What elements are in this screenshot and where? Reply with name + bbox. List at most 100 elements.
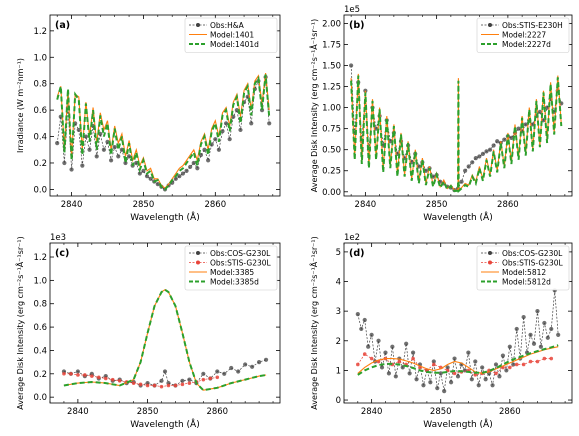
legend-label: Obs:STIS-G230L xyxy=(502,259,564,268)
data-point xyxy=(421,383,426,388)
legend-label: Obs:STIS-E230H xyxy=(502,21,563,30)
legend-marker xyxy=(488,251,492,255)
data-point xyxy=(521,314,526,320)
x-tick-label: 2840 xyxy=(67,407,89,417)
data-point xyxy=(141,168,146,173)
data-point xyxy=(490,383,495,388)
legend-label: Obs:H&A xyxy=(210,21,245,30)
data-point xyxy=(349,63,354,68)
data-point xyxy=(187,381,192,385)
legend-label: Model:2227 xyxy=(502,31,546,40)
y-tick-label: 0.2 xyxy=(33,370,47,380)
x-axis-label: Wavelength (Å) xyxy=(130,211,199,223)
plot-area xyxy=(355,288,561,394)
y-tick-label: 3 xyxy=(336,307,341,317)
data-point xyxy=(201,371,206,376)
legend-marker xyxy=(196,260,200,265)
data-point xyxy=(463,168,468,173)
data-point xyxy=(103,376,108,381)
legend: Obs:COS-G230LObs:STIS-G230LModel:5812Mod… xyxy=(476,245,570,291)
x-tick-label: 2850 xyxy=(133,200,155,210)
legend-label: Model:1401d xyxy=(210,40,259,49)
data-point xyxy=(83,134,89,139)
data-point xyxy=(220,129,225,134)
data-point xyxy=(177,174,182,179)
data-point xyxy=(159,378,164,383)
panel-a: 2840 2850 2860 0.0 0.2 0.4 0.6 0.8 1.0 1.2 Wavelen… xyxy=(16,14,281,223)
data-point xyxy=(516,126,521,131)
data-point xyxy=(473,156,478,161)
data-point xyxy=(256,360,262,365)
data-point xyxy=(184,168,189,173)
data-point xyxy=(404,341,409,346)
y-tick-label: 0.25 xyxy=(322,167,341,177)
data-point xyxy=(452,356,457,361)
data-point xyxy=(386,371,392,376)
data-point xyxy=(531,341,537,346)
data-point xyxy=(428,380,433,385)
axes-frame xyxy=(343,14,573,197)
data-point xyxy=(215,375,220,380)
legend-marker xyxy=(196,23,200,27)
data-point xyxy=(249,121,254,126)
y-tick-label: 0.0 xyxy=(33,393,47,403)
x-tick-label: 2860 xyxy=(204,200,226,210)
x-tick-label: 2850 xyxy=(137,407,159,417)
data-point xyxy=(432,362,436,367)
series-line xyxy=(63,288,267,392)
y-axis-label: Average Disk Intensity (erg cm⁻²s⁻¹Å⁻¹sr… xyxy=(308,236,319,409)
data-point xyxy=(69,167,74,172)
data-point xyxy=(69,372,73,376)
data-point xyxy=(180,378,185,383)
data-point xyxy=(535,359,540,364)
series-line xyxy=(357,346,559,374)
data-point xyxy=(549,326,554,332)
panel-label: (c) xyxy=(55,248,69,259)
data-point xyxy=(162,369,168,374)
data-point xyxy=(131,381,136,385)
y-tick-label: 1.2 xyxy=(33,27,47,37)
scale-note: 1e3 xyxy=(50,233,66,243)
data-point xyxy=(537,109,543,114)
y-tick-label: 0.4 xyxy=(33,133,47,143)
x-tick-label: 2860 xyxy=(499,407,521,417)
data-point xyxy=(356,362,360,367)
data-point xyxy=(407,371,412,376)
x-tick-label: 2840 xyxy=(361,407,383,417)
data-point xyxy=(470,160,475,165)
legend-marker xyxy=(488,260,492,265)
data-point xyxy=(514,362,519,367)
data-point xyxy=(155,182,160,187)
data-point xyxy=(435,386,440,391)
data-point xyxy=(462,368,468,373)
data-point xyxy=(75,369,80,374)
y-tick-label: 0.4 xyxy=(33,346,47,356)
data-point xyxy=(180,382,185,387)
series-line xyxy=(357,290,559,392)
data-point xyxy=(383,350,388,355)
data-point xyxy=(83,373,87,377)
legend-box xyxy=(184,17,278,53)
data-point xyxy=(469,377,474,382)
data-point xyxy=(480,151,486,157)
data-point xyxy=(152,383,157,388)
plot-area xyxy=(349,63,564,194)
scale-note: 1e2 xyxy=(344,233,360,243)
panel-label: (a) xyxy=(55,20,70,31)
data-point xyxy=(243,362,248,367)
data-point xyxy=(369,356,374,361)
plot-area xyxy=(55,73,272,192)
data-point xyxy=(528,359,533,364)
scale-note: 1e5 xyxy=(344,5,360,15)
data-point xyxy=(477,154,482,159)
y-tick-label: 1.0 xyxy=(33,53,47,63)
legend-marker xyxy=(488,23,492,27)
legend-label: Obs:COS-G230L xyxy=(210,249,271,258)
legend-label: Model:5812d xyxy=(502,278,551,287)
data-point xyxy=(173,383,178,388)
data-point xyxy=(138,382,143,387)
y-tick-label: 0.00 xyxy=(322,188,341,198)
y-tick-label: 1.75 xyxy=(322,40,341,50)
data-point xyxy=(390,344,395,349)
